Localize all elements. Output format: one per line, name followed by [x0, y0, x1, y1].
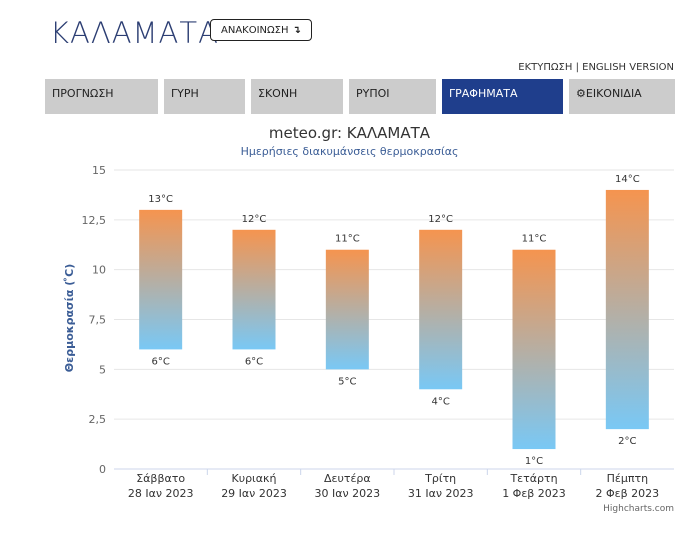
y-tick-label: 5: [99, 363, 106, 376]
high-temp-label: 11°C: [522, 234, 547, 245]
y-tick-label: 0: [99, 463, 106, 476]
y-tick-label: 7,5: [89, 314, 107, 327]
tab-pollutants[interactable]: ΡΥΠΟΙ: [349, 79, 436, 114]
temperature-bar: [419, 229, 463, 390]
tab-pollutants-label: ΡΥΠΟΙ: [356, 87, 390, 100]
x-day-label: Πέμπτη: [607, 472, 648, 485]
temperature-bar: [325, 249, 369, 370]
tab-charts[interactable]: ΓΡΑΦΗΜΑΤΑ: [442, 79, 563, 114]
tab-forecast[interactable]: ΠΡΟΓΝΩΣΗ: [45, 79, 158, 114]
temperature-bar: [512, 249, 556, 450]
gear-icon: ⚙: [576, 87, 586, 100]
tab-pollen-label: ΓΥΡΗ: [171, 87, 199, 100]
y-tick-label: 15: [92, 164, 106, 177]
x-date-label: 1 Φεβ 2023: [502, 487, 566, 500]
y-tick-label: 12,5: [82, 214, 107, 227]
top-links: ΕΚΤΥΠΩΣΗ | ENGLISH VERSION: [518, 62, 674, 73]
tab-widgets-label: ΕΙΚΟΝΙΔΙΑ: [585, 87, 642, 100]
x-day-label: Σάββατο: [136, 472, 185, 485]
main-tabs: ΠΡΟΓΝΩΣΗ ΓΥΡΗ ΣΚΟΝΗ ΡΥΠΟΙ ΓΡΑΦΗΜΑΤΑ ⚙ΕΙΚ…: [45, 79, 675, 114]
low-temp-label: 1°C: [525, 456, 543, 467]
tab-forecast-label: ΠΡΟΓΝΩΣΗ: [52, 87, 114, 100]
high-temp-label: 12°C: [428, 214, 453, 225]
y-axis-title: Θερμοκρασία ( ̊C): [63, 264, 76, 372]
highcharts-credit[interactable]: Highcharts.com: [603, 504, 674, 514]
tab-dust-label: ΣΚΟΝΗ: [258, 87, 298, 100]
chart-subtitle: Ημερήσιες διακυμάνσεις θερμοκρασίας: [240, 145, 459, 158]
high-temp-label: 12°C: [242, 214, 267, 225]
x-day-label: Τετάρτη: [509, 472, 557, 485]
high-temp-label: 13°C: [148, 194, 173, 205]
tab-pollen[interactable]: ΓΥΡΗ: [164, 79, 245, 114]
x-date-label: 28 Ιαν 2023: [128, 487, 194, 500]
tab-dust[interactable]: ΣΚΟΝΗ: [251, 79, 343, 114]
low-temp-label: 4°C: [431, 396, 449, 407]
x-date-label: 30 Ιαν 2023: [315, 487, 381, 500]
y-tick-label: 2,5: [89, 413, 107, 426]
x-date-label: 29 Ιαν 2023: [221, 487, 287, 500]
low-temp-label: 5°C: [338, 376, 356, 387]
announcement-label: ΑΝΑΚΟΙΝΩΣΗ: [221, 25, 289, 36]
low-temp-label: 2°C: [618, 436, 636, 447]
english-version-link[interactable]: ENGLISH VERSION: [582, 62, 674, 73]
print-link[interactable]: ΕΚΤΥΠΩΣΗ: [518, 62, 573, 73]
link-separator: |: [575, 62, 579, 73]
x-day-label: Δευτέρα: [324, 472, 371, 485]
chart-title: meteo.gr: ΚΑΛΑΜΑΤΑ: [268, 124, 431, 142]
low-temp-label: 6°C: [151, 356, 169, 367]
y-tick-label: 10: [92, 264, 106, 277]
high-temp-label: 11°C: [335, 234, 360, 245]
low-temp-label: 6°C: [245, 356, 263, 367]
temperature-bar: [139, 209, 183, 350]
x-day-label: Κυριακή: [232, 472, 277, 485]
tab-charts-label: ΓΡΑΦΗΜΑΤΑ: [449, 87, 518, 100]
temperature-bar: [605, 189, 649, 430]
announcement-button[interactable]: ΑΝΑΚΟΙΝΩΣΗ ↴: [210, 19, 312, 41]
x-date-label: 2 Φεβ 2023: [596, 487, 660, 500]
high-temp-label: 14°C: [615, 174, 640, 185]
city-title: ΚΑΛΑΜΑΤΑ: [50, 16, 219, 50]
x-day-label: Τρίτη: [424, 472, 456, 485]
tab-widgets[interactable]: ⚙ΕΙΚΟΝΙΔΙΑ: [569, 79, 675, 114]
x-date-label: 31 Ιαν 2023: [408, 487, 474, 500]
temperature-bar: [232, 229, 276, 350]
arrow-down-turn-icon: ↴: [292, 25, 301, 36]
